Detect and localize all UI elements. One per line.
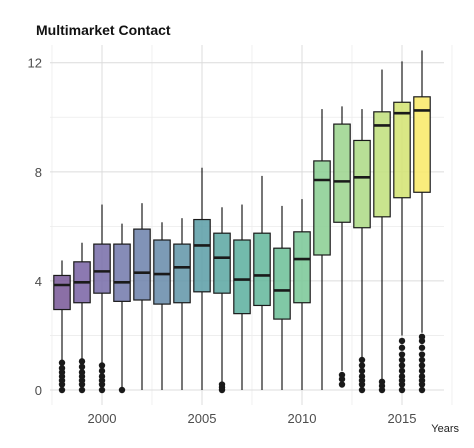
- box-iqr: [413, 96, 431, 193]
- outlier-point: [78, 369, 86, 376]
- box-2014: [373, 69, 391, 394]
- y-tick-label: 4: [35, 274, 42, 289]
- outlier-point: [98, 367, 106, 375]
- box-2010: [293, 199, 311, 390]
- x-tick-label: 2015: [388, 411, 417, 426]
- boxes: [53, 50, 431, 394]
- outlier-point: [398, 351, 406, 358]
- outlier-point: [218, 381, 226, 388]
- chart-title: Multimarket Contact: [36, 22, 171, 38]
- box-iqr: [393, 101, 411, 199]
- box-2016: [413, 50, 431, 394]
- box-2005: [193, 167, 211, 390]
- box-iqr: [273, 247, 291, 320]
- outlier-point: [398, 373, 406, 380]
- outlier-point: [398, 386, 406, 394]
- outlier-point: [58, 386, 66, 394]
- outlier-point: [418, 373, 426, 380]
- outlier-point: [418, 333, 426, 341]
- box-iqr: [93, 243, 111, 294]
- outlier-point: [58, 359, 66, 366]
- outlier-point: [418, 367, 426, 375]
- outlier-point: [118, 386, 126, 394]
- x-axis-label: Years: [431, 423, 459, 435]
- box-2011: [313, 109, 331, 390]
- box-2013: [353, 109, 371, 394]
- outlier-point: [418, 356, 426, 364]
- outlier-point: [398, 367, 406, 375]
- box-iqr: [313, 160, 331, 256]
- box-iqr: [53, 274, 71, 311]
- box-1998: [53, 260, 71, 394]
- outlier-point: [338, 381, 346, 388]
- box-iqr: [153, 239, 171, 305]
- y-tick-label: 0: [35, 383, 42, 398]
- box-2015: [393, 61, 411, 394]
- outlier-point: [398, 362, 406, 369]
- box-2007: [233, 204, 251, 390]
- outlier-point: [78, 386, 86, 394]
- outlier-point: [418, 386, 426, 394]
- outlier-point: [58, 364, 66, 372]
- axis-ticks: 0 4 8 12 2000 2005 2010 2015: [28, 56, 417, 426]
- box-iqr: [233, 239, 251, 315]
- outlier-point: [98, 373, 106, 380]
- outlier-point: [358, 373, 366, 380]
- box-2002: [133, 203, 151, 390]
- box-iqr: [133, 228, 151, 301]
- box-2008: [253, 175, 271, 390]
- outlier-point: [418, 362, 426, 369]
- outlier-point: [98, 386, 106, 394]
- box-2003: [153, 222, 171, 390]
- outlier-point: [418, 351, 426, 358]
- y-tick-label: 8: [35, 165, 42, 180]
- box-iqr: [333, 123, 351, 223]
- outlier-point: [358, 356, 366, 364]
- box-1999: [73, 242, 91, 394]
- outlier-point: [338, 371, 346, 379]
- box-2004: [173, 218, 191, 390]
- box-iqr: [293, 231, 311, 304]
- box-iqr: [213, 232, 231, 294]
- box-iqr: [353, 139, 371, 229]
- outlier-point: [78, 363, 86, 371]
- box-2012: [333, 106, 351, 388]
- outlier-point: [78, 358, 86, 365]
- box-2006: [213, 207, 231, 394]
- x-tick-label: 2005: [188, 411, 217, 426]
- outlier-point: [358, 386, 366, 394]
- box-2000: [93, 204, 111, 394]
- grid: [50, 45, 453, 405]
- x-tick-label: 2000: [88, 411, 117, 426]
- outlier-point: [398, 356, 406, 364]
- box-2009: [273, 205, 291, 390]
- outlier-point: [378, 378, 386, 386]
- box-iqr: [113, 243, 131, 302]
- outlier-point: [418, 344, 426, 351]
- outlier-point: [358, 362, 366, 369]
- outlier-point: [98, 362, 106, 369]
- box-iqr: [253, 232, 271, 307]
- box-2001: [113, 223, 131, 394]
- box-iqr: [193, 218, 211, 293]
- box-iqr: [373, 111, 391, 218]
- outlier-point: [358, 367, 366, 375]
- box-iqr: [173, 243, 191, 304]
- y-tick-label: 12: [28, 56, 42, 71]
- outlier-point: [398, 337, 406, 345]
- x-tick-label: 2010: [288, 411, 317, 426]
- outlier-point: [398, 344, 406, 351]
